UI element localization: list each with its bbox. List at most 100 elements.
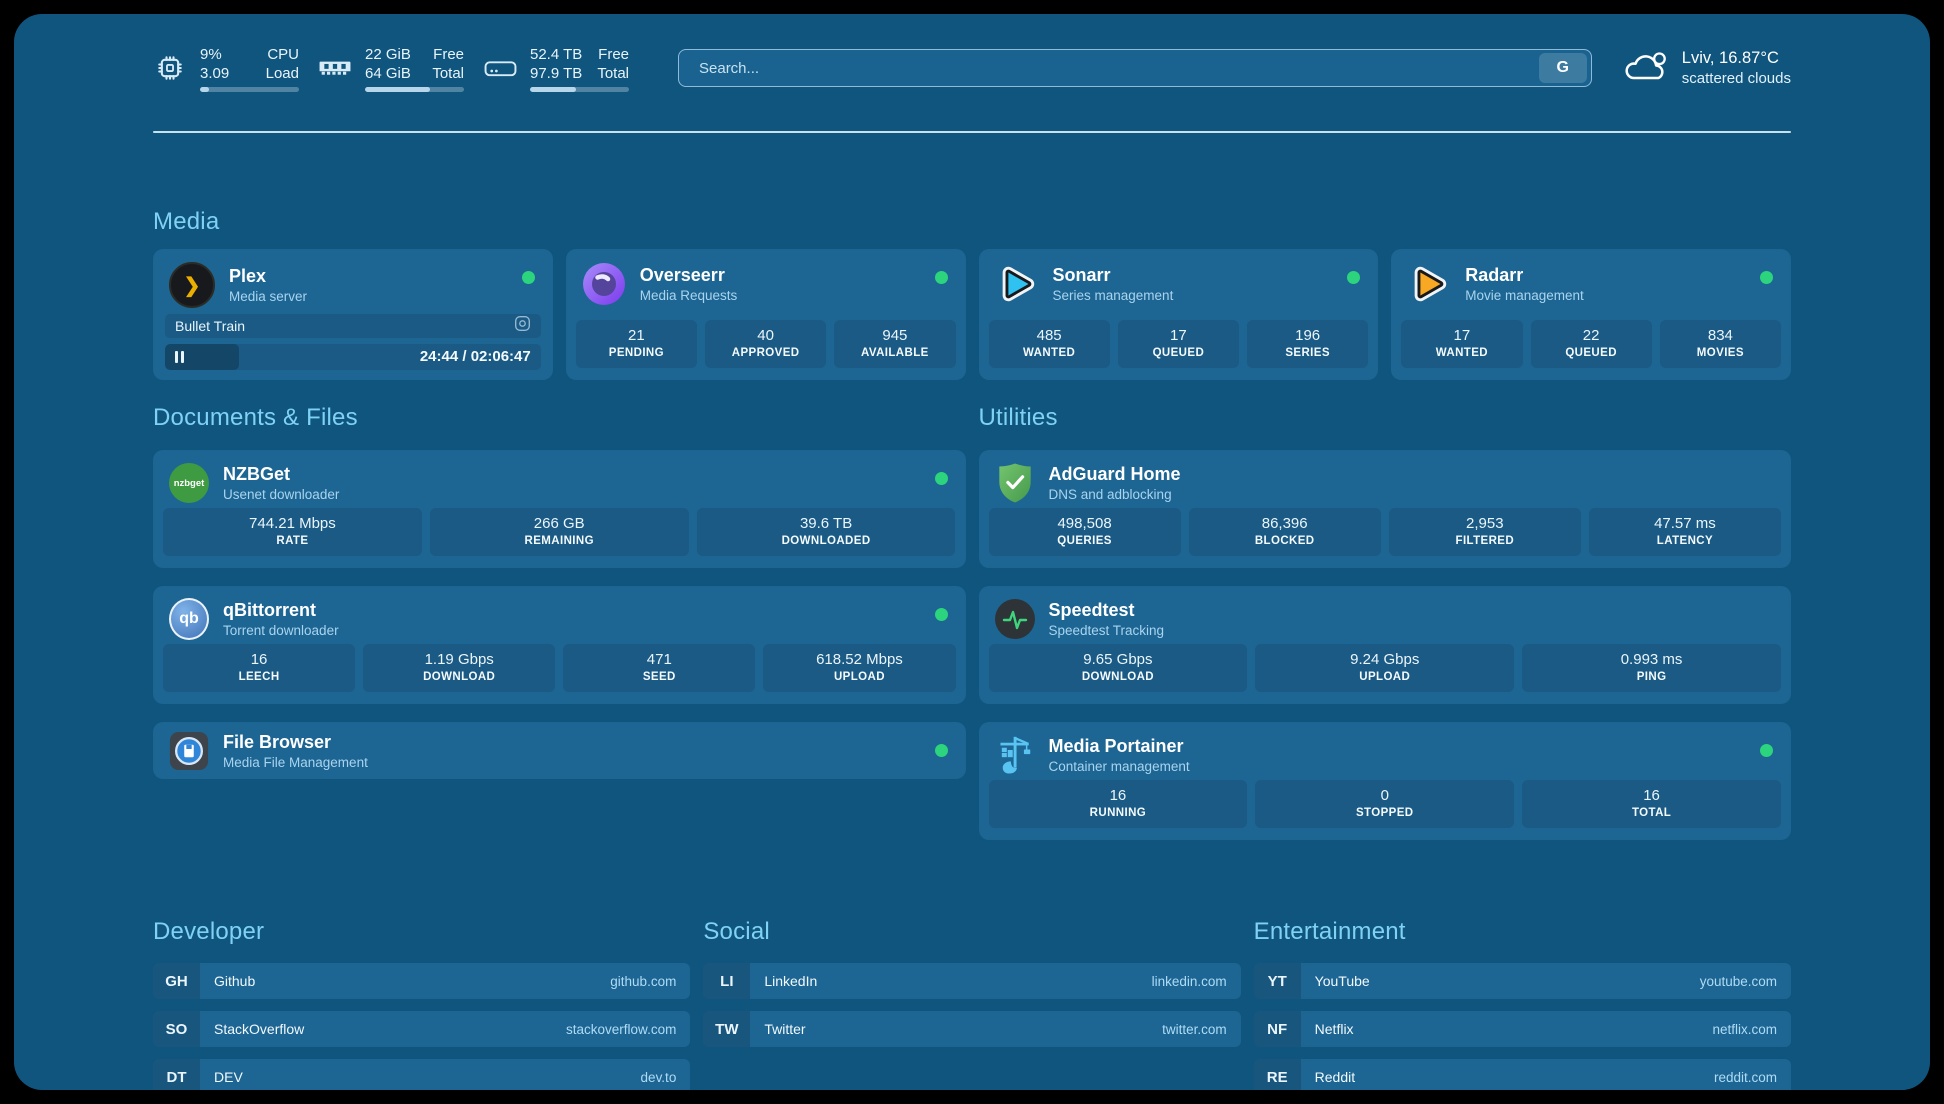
bookmark-url: github.com bbox=[610, 973, 677, 989]
stat-label: TOTAL bbox=[1631, 807, 1672, 819]
app-card-nzbget[interactable]: nzbget NZBGet Usenet downloader 744.21 M… bbox=[153, 450, 966, 568]
app-subtitle: Movie management bbox=[1465, 288, 1584, 303]
app-card-speedtest[interactable]: Speedtest Speedtest Tracking 9.65 Gbps DO… bbox=[978, 586, 1792, 704]
stat-value: 16 bbox=[1643, 787, 1660, 804]
bookmark-row[interactable]: YT YouTube youtube.com bbox=[1253, 963, 1791, 999]
overseerr-icon bbox=[582, 262, 626, 306]
bookmark-url: netflix.com bbox=[1712, 1021, 1777, 1037]
app-card-portainer[interactable]: Media Portainer Container management 16 R… bbox=[978, 722, 1791, 840]
video-session-icon bbox=[514, 315, 531, 337]
memory-widget: 22 GiB 64 GiB Free Total bbox=[318, 45, 464, 92]
stat-label: PING bbox=[1636, 671, 1667, 683]
weather-condition: scattered clouds bbox=[1681, 70, 1791, 87]
search-input[interactable] bbox=[678, 49, 1592, 87]
nzbget-icon: nzbget bbox=[169, 463, 209, 503]
bookmark-url: stackoverflow.com bbox=[566, 1021, 677, 1037]
stat-value: 266 GB bbox=[533, 515, 585, 532]
search-engine-button[interactable]: G bbox=[1538, 53, 1587, 83]
stat-label: DOWNLOAD bbox=[1081, 671, 1155, 683]
qbittorrent-status-dot bbox=[934, 608, 948, 621]
app-subtitle: Media File Management bbox=[223, 754, 368, 770]
disk-total: 97.9 TB bbox=[530, 64, 583, 82]
bookmark-name: Github bbox=[214, 973, 256, 989]
speedtest-stats: 9.65 Gbps DOWNLOAD 9.24 Gbps UPLOAD 0.993 ms… bbox=[979, 644, 1792, 704]
stat-value: 9.65 Gbps bbox=[1083, 651, 1153, 668]
stat-label: LATENCY bbox=[1656, 535, 1714, 547]
stat-label: REMAINING bbox=[524, 535, 594, 547]
bookmark-row[interactable]: TW Twitter twitter.com bbox=[703, 1011, 1241, 1047]
dashboard-panel: 9% 3.09 CPU Load bbox=[14, 14, 1930, 1090]
filebrowser-status-dot bbox=[934, 744, 948, 757]
app-card-radarr[interactable]: Radarr Movie management 17 WANTED 22 QUEUED… bbox=[1391, 249, 1791, 380]
stat-box: 485 WANTED bbox=[988, 320, 1110, 368]
app-card-adguard[interactable]: AdGuard Home DNS and adblocking 498,508 Q… bbox=[978, 450, 1792, 568]
stat-box: 618.52 Mbps UPLOAD bbox=[763, 644, 956, 692]
adguard-stats: 498,508 QUERIES 86,396 BLOCKED 2,953 FILTERED… bbox=[979, 508, 1792, 568]
stat-box: 17 QUEUED bbox=[1117, 320, 1239, 368]
portainer-crane-icon bbox=[995, 735, 1035, 775]
stat-box: 196 SERIES bbox=[1247, 320, 1369, 368]
stat-box: 834 MOVIES bbox=[1659, 320, 1781, 368]
stat-box: 0.993 ms PING bbox=[1522, 644, 1781, 692]
qbittorrent-icon: qb bbox=[169, 598, 209, 640]
nzbget-stats: 744.21 Mbps RATE 266 GB REMAINING 39.6 TB DOW… bbox=[153, 508, 966, 568]
bookmark-abbr: TW bbox=[703, 1011, 751, 1047]
weather-widget: Lviv, 16.87°C scattered clouds bbox=[1622, 48, 1791, 88]
app-card-sonarr[interactable]: Sonarr Series management 485 WANTED 17 QUEU… bbox=[978, 249, 1379, 380]
app-card-overseerr[interactable]: Overseerr Media Requests 21 PENDING 40 APPR… bbox=[565, 249, 966, 380]
section-title-documents: Documents & Files bbox=[153, 404, 358, 431]
disk-progress-bar bbox=[530, 86, 629, 92]
stat-label: DOWNLOADED bbox=[781, 535, 871, 547]
playback-progress-bar: 24:44 / 02:06:47 bbox=[165, 344, 541, 370]
stat-label: RATE bbox=[276, 535, 309, 547]
app-title: Radarr bbox=[1465, 265, 1524, 285]
app-title: AdGuard Home bbox=[1048, 464, 1181, 484]
overseerr-stats: 21 PENDING 40 APPROVED 945 AVAILABLE bbox=[566, 320, 966, 380]
stat-value: 834 bbox=[1707, 327, 1733, 344]
stat-value: 16 bbox=[250, 651, 268, 668]
memory-free: 22 GiB bbox=[365, 45, 411, 63]
bookmark-abbr: YT bbox=[1253, 963, 1301, 999]
bookmark-row[interactable]: NF Netflix netflix.com bbox=[1253, 1011, 1791, 1047]
portainer-status-dot bbox=[1760, 744, 1773, 757]
bookmark-abbr: SO bbox=[153, 1011, 200, 1047]
app-title: Plex bbox=[229, 266, 267, 286]
app-subtitle: Usenet downloader bbox=[223, 487, 340, 502]
stat-box: 21 PENDING bbox=[575, 320, 697, 368]
stat-box: 744.21 Mbps RATE bbox=[163, 508, 422, 556]
bookmark-row[interactable]: DT DEV dev.to bbox=[153, 1059, 691, 1090]
bookmark-url: youtube.com bbox=[1699, 973, 1777, 989]
cpu-label: CPU bbox=[267, 45, 299, 63]
stat-box: 47.57 ms LATENCY bbox=[1588, 508, 1781, 556]
stat-label: QUERIES bbox=[1057, 535, 1112, 547]
pause-button[interactable] bbox=[175, 351, 184, 363]
bookmarks-social: Social LI LinkedIn linkedin.com TW Twitter tw… bbox=[703, 918, 1241, 1090]
app-card-plex[interactable]: ❯ Plex Media server Bullet Train bbox=[153, 249, 553, 380]
stat-box: 16 RUNNING bbox=[988, 780, 1248, 828]
stat-box: 2,953 FILTERED bbox=[1388, 508, 1581, 556]
bookmark-row[interactable]: GH Github github.com bbox=[153, 963, 691, 999]
stat-value: 16 bbox=[1109, 787, 1127, 804]
app-card-qbittorrent[interactable]: qb qBittorrent Torrent downloader 16 LEEC… bbox=[153, 586, 966, 704]
app-card-filebrowser[interactable]: File Browser Media File Management bbox=[153, 722, 966, 779]
stat-label: BLOCKED bbox=[1254, 535, 1315, 547]
bookmark-row[interactable]: LI LinkedIn linkedin.com bbox=[703, 963, 1241, 999]
bookmark-url: reddit.com bbox=[1713, 1069, 1777, 1085]
bookmark-name: LinkedIn bbox=[764, 973, 818, 989]
stat-label: UPLOAD bbox=[1359, 671, 1411, 683]
stat-label: MOVIES bbox=[1696, 347, 1744, 359]
weather-location-temp: Lviv, 16.87°C bbox=[1681, 49, 1779, 67]
stat-value: 744.21 Mbps bbox=[249, 515, 336, 532]
app-title: File Browser bbox=[223, 731, 332, 752]
hard-drive-icon bbox=[483, 57, 517, 80]
plex-now-playing: Bullet Train 24:44 / 02:06:47 bbox=[153, 308, 553, 380]
bookmark-row[interactable]: RE Reddit reddit.com bbox=[1253, 1059, 1791, 1090]
header-bar: 9% 3.09 CPU Load bbox=[153, 40, 1791, 96]
stat-box: 40 APPROVED bbox=[705, 320, 827, 368]
section-title-social: Social bbox=[703, 918, 770, 945]
bookmark-row[interactable]: SO StackOverflow stackoverflow.com bbox=[153, 1011, 691, 1047]
adguard-icon bbox=[995, 463, 1035, 503]
stat-value: 196 bbox=[1295, 327, 1321, 344]
stat-value: 86,396 bbox=[1261, 515, 1308, 532]
stat-value: 17 bbox=[1453, 327, 1471, 344]
